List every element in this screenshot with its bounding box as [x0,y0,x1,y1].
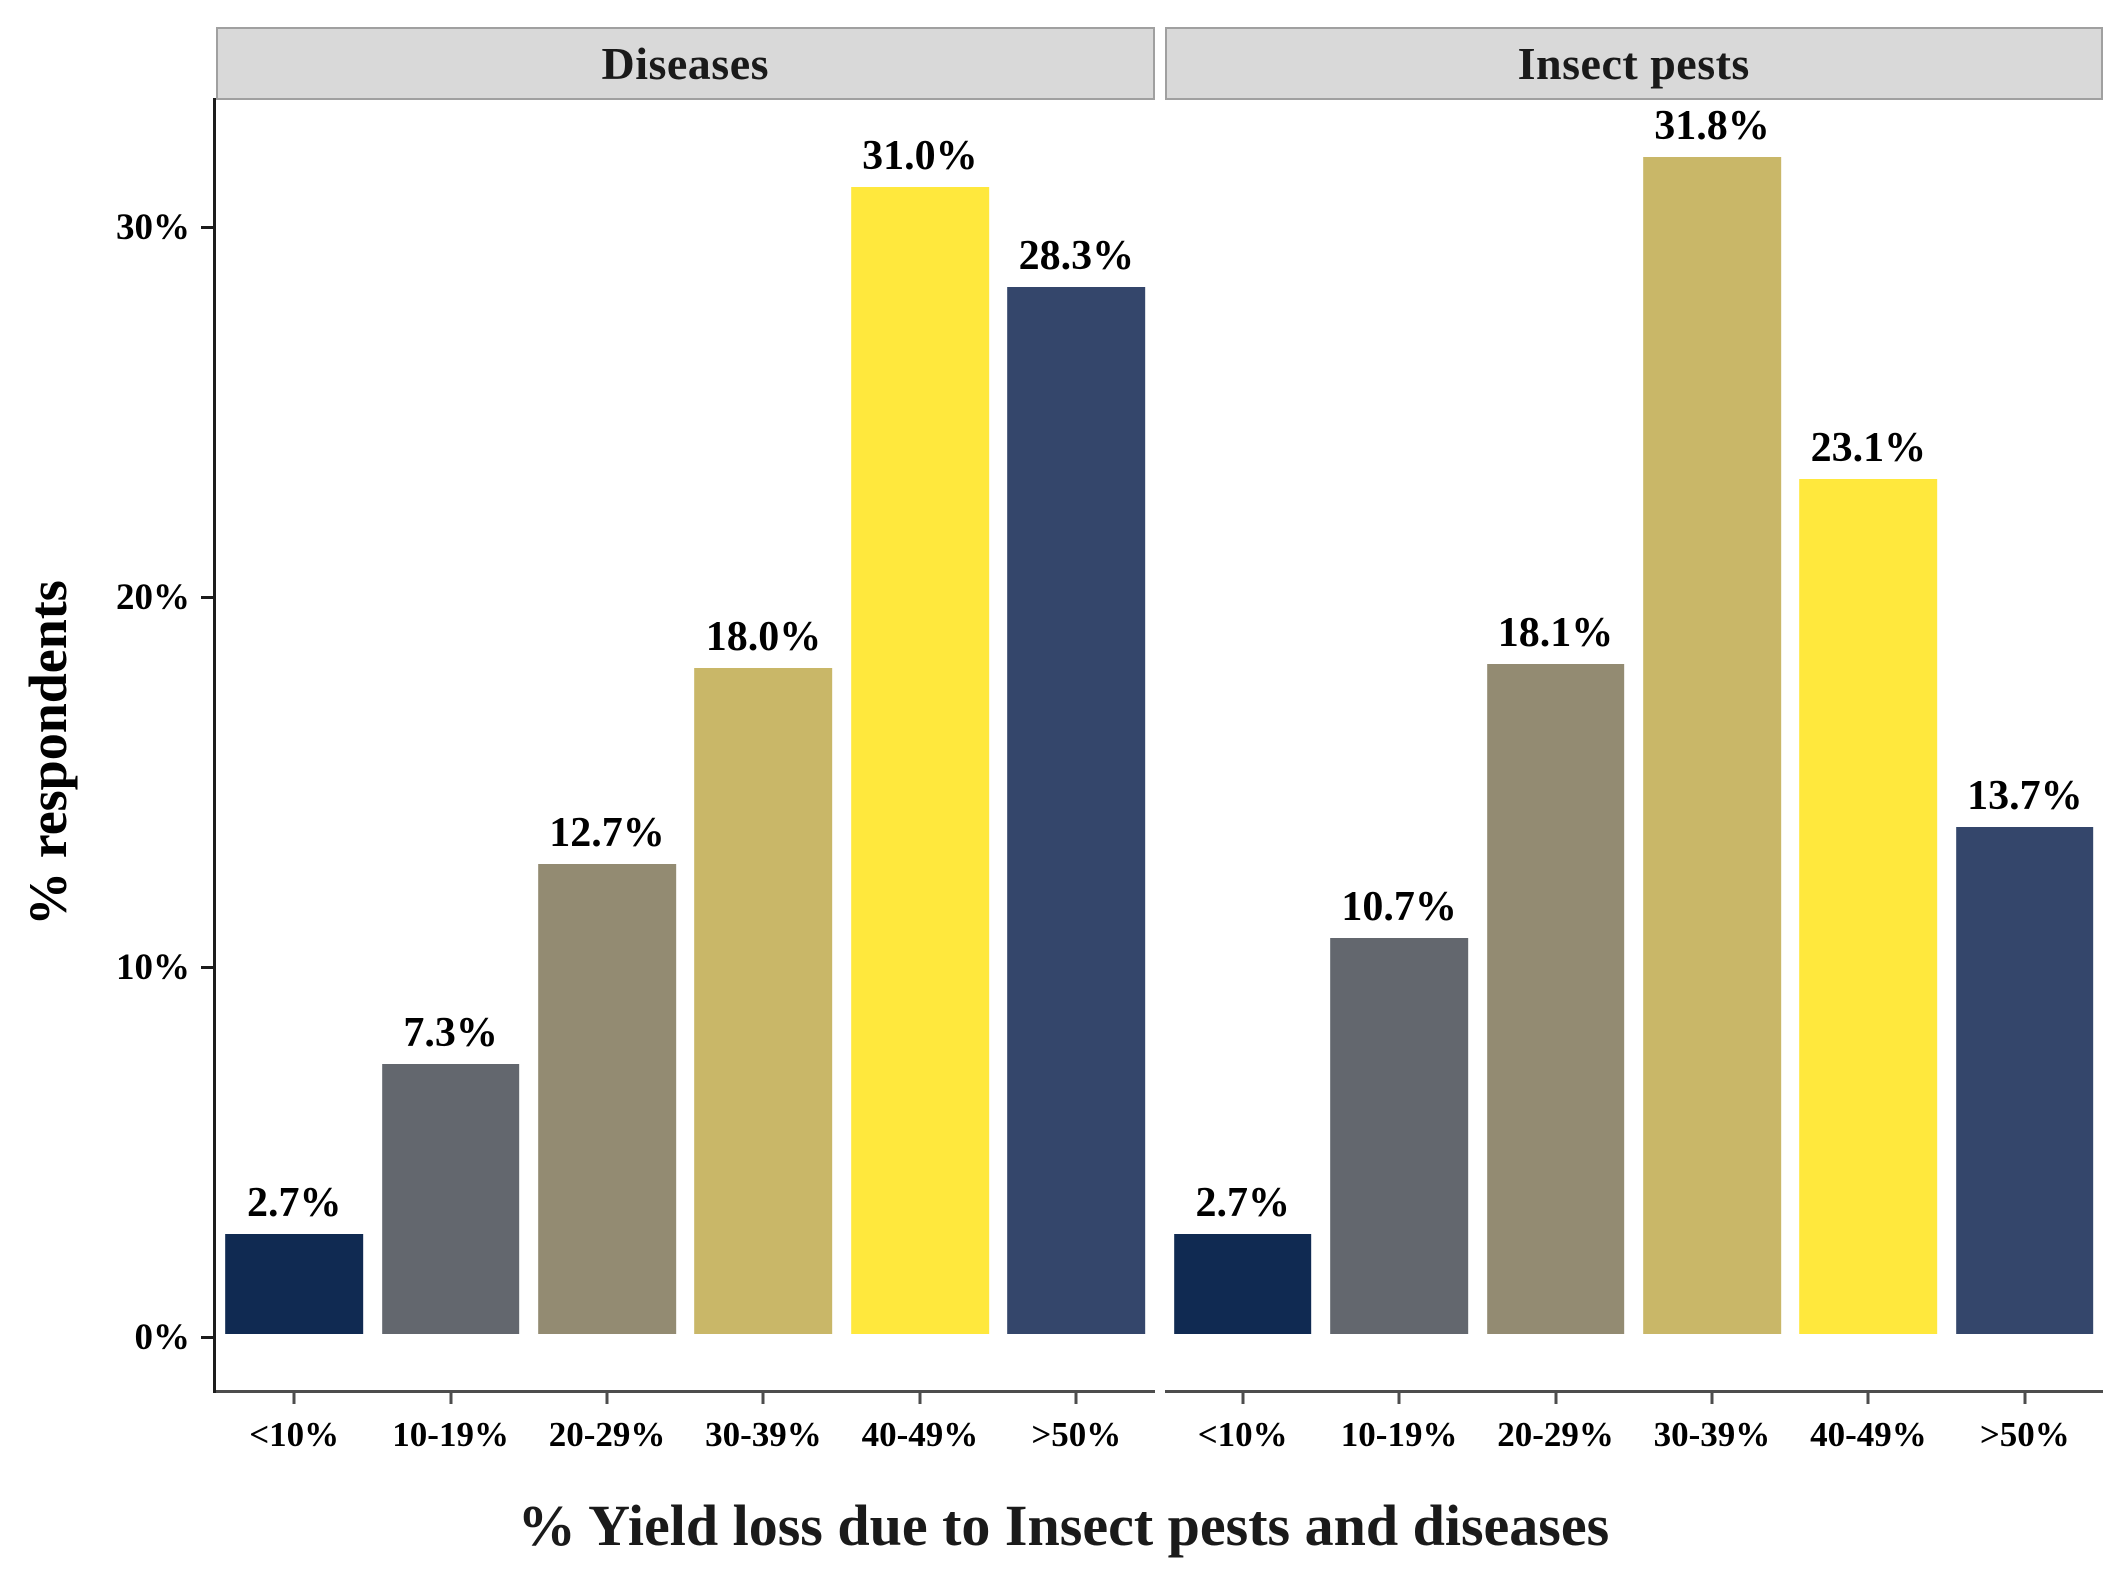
x-tick-label: 30-39% [1653,1415,1771,1454]
bar-insect-pests-10-19% [1330,938,1468,1334]
x-tick-label: 10-19% [392,1415,509,1454]
bar-slot-<10%: 2.7% <10% [216,100,372,1452]
facet-insect-pests: Insect pests 2.7% <10% 10.7% 10-19% 18.1% 20-2… [1164,27,2103,1452]
x-tick-mark [1866,1393,1870,1404]
x-tick-label: 40-49% [861,1415,979,1454]
bar-slot-20-29%: 12.7% 20-29% [529,100,685,1452]
bar-value-label: 31.8% [1654,103,1770,150]
bar-slot->50%: 28.3% >50% [998,100,1154,1452]
bar-value-label: 23.1% [1810,425,1927,472]
x-axis-title: % Yield loss due to Insect pests and dis… [517,1493,1610,1558]
x-tick-mark [1241,1393,1245,1404]
x-tick-label: >50% [1979,1415,2070,1454]
x-tick-label: 40-49% [1810,1415,1927,1454]
x-tick-mark [605,1393,609,1404]
bar-slot-30-39%: 31.8% 30-39% [1634,100,1790,1452]
bar-slot-30-39%: 18.0% 30-39% [685,100,841,1452]
facet-strip-label: Diseases [601,38,770,89]
x-tick-mark [1074,1393,1078,1404]
x-tick-label: 20-29% [548,1415,666,1454]
bar-value-label: 18.1% [1497,610,1614,657]
bar-value-label: 28.3% [1018,232,1135,279]
x-tick-label: 20-29% [1497,1415,1614,1454]
bar-value-label: 31.0% [862,133,978,179]
y-tick-label: 20% [116,577,190,618]
bar-value-label: 13.7% [1967,773,2083,820]
x-tick-label: <10% [249,1415,340,1454]
bar-slot-20-29%: 18.1% 20-29% [1477,100,1633,1452]
y-tick-label: 30% [116,207,190,248]
x-tick-mark [292,1393,296,1404]
bar-insect-pests-20-29% [1486,664,1625,1334]
x-tick-label: 30-39% [705,1415,822,1454]
bar-diseases-<10% [225,1234,364,1334]
bar-diseases-10-19% [381,1063,520,1334]
plot-area: Diseases 2.7% <10% 7.3% 10-19% 12.7% 20-29% 18.… [216,27,2103,1452]
y-tick-label: 0% [134,1317,191,1358]
bar-value-label: 2.7% [246,1180,342,1227]
x-tick-mark [2023,1393,2027,1404]
bar-slot-10-19%: 10.7% 10-19% [1321,100,1477,1452]
bar-diseases->50% [1007,286,1146,1334]
x-tick-label: 10-19% [1340,1415,1458,1454]
bar-diseases-40-49% [851,187,989,1334]
bar-insect-pests->50% [1955,827,2094,1334]
x-tick-mark [1554,1393,1558,1404]
bar-slot-40-49%: 23.1% 40-49% [1790,100,1946,1452]
bar-value-label: 2.7% [1195,1180,1290,1227]
bar-insect-pests-40-49% [1799,479,1938,1334]
facet-panel: 2.7% <10% 10.7% 10-19% 18.1% 20-29% 31.8% 30-39… [1164,100,2103,1452]
bar-slot-10-19%: 7.3% 10-19% [372,100,528,1452]
facet-strip-label: Insect pests [1517,38,1750,89]
y-tick-mark [201,1335,214,1339]
bar-insect-pests-30-39% [1643,157,1781,1334]
x-tick-label: <10% [1197,1415,1288,1454]
bar-value-label: 7.3% [403,1009,498,1056]
x-tick-mark [1710,1393,1714,1404]
x-tick-mark [1397,1393,1401,1404]
y-tick-mark [201,965,214,969]
bar-value-label: 10.7% [1341,884,1457,931]
bar-value-label: 12.7% [549,810,665,857]
bar-slot->50%: 13.7% >50% [1947,100,2103,1452]
x-tick-mark [449,1393,453,1404]
y-axis-title: % respondents [18,580,78,926]
bar-diseases-30-39% [694,668,833,1334]
x-tick-mark [918,1393,922,1404]
bar-value-label: 18.0% [705,614,822,660]
y-axis-spine [213,98,216,1393]
facet-strip: Diseases [216,27,1155,100]
bar-slot-<10%: 2.7% <10% [1165,100,1321,1452]
x-tick-mark [761,1393,765,1404]
facet-diseases: Diseases 2.7% <10% 7.3% 10-19% 12.7% 20-29% 18.… [216,27,1155,1452]
x-tick-label: >50% [1031,1415,1122,1454]
facet-strip: Insect pests [1164,27,2103,100]
bar-diseases-20-29% [538,864,676,1334]
y-tick-label: 10% [116,947,190,988]
y-tick-mark [201,225,214,229]
facet-panel: 2.7% <10% 7.3% 10-19% 12.7% 20-29% 18.0% 30-39%… [216,100,1155,1452]
y-tick-mark [201,595,214,599]
bar-slot-40-49%: 31.0% 40-49% [842,100,998,1452]
bar-insect-pests-<10% [1173,1234,1312,1334]
